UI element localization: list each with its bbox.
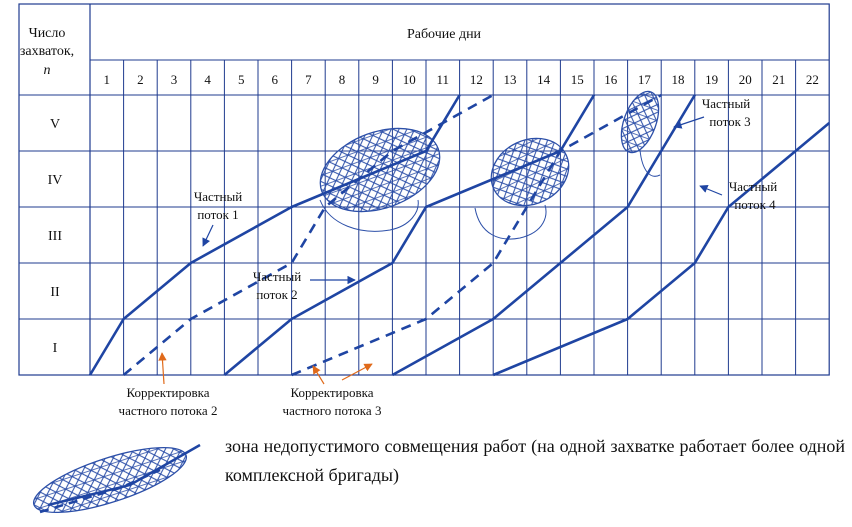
flow-line <box>291 93 662 377</box>
correction2-label-line1: Корректировка <box>126 385 209 400</box>
day-label: 19 <box>705 72 718 87</box>
flow2-label-line2: поток 2 <box>256 287 297 302</box>
flow1-label-line1: Частный <box>194 189 242 204</box>
day-label: 2 <box>137 72 144 87</box>
flow4-label-line1: Частный <box>729 179 777 194</box>
day-label: 14 <box>537 72 551 87</box>
flow-lines <box>88 93 831 377</box>
flow4-label-arrow <box>699 184 723 196</box>
day-label: 7 <box>305 72 312 87</box>
overlap-zone-2 <box>490 137 570 207</box>
flow4-label-line2: поток 4 <box>734 197 776 212</box>
legend-sample-zone <box>32 443 201 514</box>
day-label: 13 <box>504 72 517 87</box>
legend-hatched-ellipse <box>32 446 188 514</box>
day-label: 22 <box>806 72 819 87</box>
legend-description: зона недопустимого совмещения работ (на … <box>225 436 845 485</box>
day-label: 8 <box>339 72 346 87</box>
flow1-label-line2: поток 1 <box>197 207 238 222</box>
correction3-label-line1: Корректировка <box>290 385 373 400</box>
flow-line <box>391 94 696 377</box>
schedule-grid <box>18 3 830 376</box>
flow2-label-line1: Частный <box>253 269 301 284</box>
correction3-label-line2: частного потока 3 <box>283 403 382 418</box>
flow-line <box>223 94 596 376</box>
day-label: 21 <box>772 72 785 87</box>
row-label: I <box>53 341 58 356</box>
day-label: 12 <box>470 72 483 87</box>
overlap-zones <box>319 90 661 240</box>
correction3-arrow-left <box>312 365 325 385</box>
flow-line <box>88 94 461 376</box>
days-axis-title: Рабочие дни <box>407 27 482 42</box>
day-label: 10 <box>403 72 416 87</box>
rows-axis-label-line2: захваток, <box>20 44 74 59</box>
day-label: 4 <box>204 72 211 87</box>
legend-solid-line <box>47 443 201 507</box>
rows-axis-label-line3: n <box>44 63 51 78</box>
rows-axis-label-line1: Число <box>29 26 66 41</box>
day-tick-labels: 1 2 3 4 5 6 7 8 9 10 11 12 13 14 15 16 17 18 19 20 21 22 <box>104 72 819 87</box>
overlap-zone-3 <box>620 90 660 154</box>
day-label: 3 <box>171 72 178 87</box>
row-label: III <box>48 229 62 244</box>
overlap-zone-1-tail <box>319 199 419 232</box>
day-label: 15 <box>571 72 584 87</box>
day-label: 1 <box>104 72 111 87</box>
row-label: II <box>50 285 60 300</box>
day-label: 20 <box>739 72 752 87</box>
flow3-label-arrow <box>673 116 705 129</box>
grid-frame <box>18 3 830 376</box>
correction2-label-line2: частного потока 2 <box>119 403 218 418</box>
overlap-zone-2-tail <box>474 204 547 240</box>
day-label: 9 <box>372 72 379 87</box>
flow3-label-line2: поток 3 <box>709 114 750 129</box>
day-label: 11 <box>437 72 450 87</box>
flow1-label-arrow <box>202 224 214 247</box>
flow-line <box>492 122 831 377</box>
day-label: 6 <box>272 72 279 87</box>
day-label: 16 <box>604 72 618 87</box>
overlap-zone-3-tail <box>639 149 661 177</box>
correction3-arrow-right <box>341 363 373 381</box>
day-label: 17 <box>638 72 652 87</box>
row-label: IV <box>48 173 63 188</box>
day-label: 5 <box>238 72 245 87</box>
day-label: 18 <box>672 72 685 87</box>
row-label: V <box>50 117 60 132</box>
flow3-label-line1: Частный <box>702 96 750 111</box>
correction2-arrow <box>158 352 167 385</box>
flow-line <box>122 93 494 376</box>
legend-dashed-line <box>39 468 161 514</box>
